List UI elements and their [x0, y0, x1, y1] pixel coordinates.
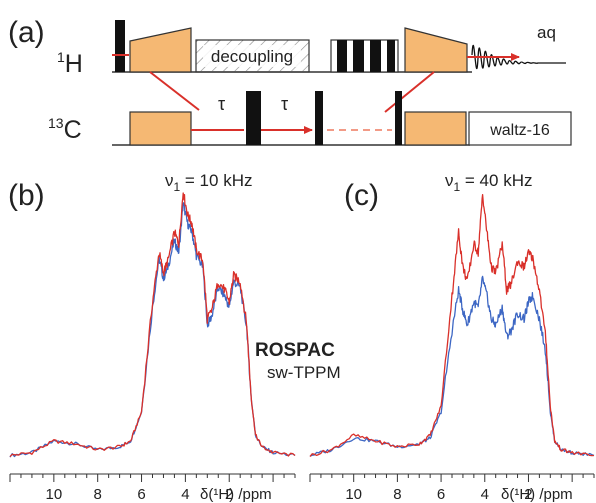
panel-label-a: (a) [8, 16, 45, 49]
x-tick-label: 10 [345, 486, 362, 503]
waltz-block [468, 111, 572, 146]
plot-area-c [309, 193, 595, 457]
channel-label-13c: 13C [48, 115, 82, 144]
tau-label-2: τ [281, 94, 288, 114]
series-sw-tppm-b [9, 202, 296, 458]
x-axis-label-b: δ(¹H) /ppm [200, 486, 272, 503]
x-tick-label: 4 [481, 486, 489, 503]
pulse-1h-90 [115, 20, 125, 72]
fid-signal [471, 44, 566, 70]
plot-area-b [9, 192, 296, 458]
cp-block-13c-2 [404, 111, 467, 146]
legend: ROSPAC sw-TPPM [255, 340, 341, 382]
nu-label-c: ν1 = 40 kHz [445, 171, 532, 194]
nu-label-b: ν1 = 10 kHz [165, 171, 252, 194]
pulse-13c-3 [395, 91, 402, 145]
x-tick-label: 4 [181, 486, 189, 503]
spectrum-panel-b: (b) ν1 = 10 kHz 10 8 6 4 2 δ(¹H) /ppm [8, 171, 296, 503]
pulse-13c-2 [315, 91, 323, 145]
x-ticks-c [309, 474, 595, 482]
x-tick-label: 6 [437, 486, 445, 503]
acquisition-label: aq [537, 23, 556, 42]
pulse-sequence: (a) 1H 13C decoupling aq [8, 16, 572, 146]
pulse-train-1h [330, 39, 399, 73]
spectrum-panel-c: (c) ν1 = 40 kHz 10 8 6 4 2 δ(¹H) /ppm [309, 171, 595, 503]
x-tick-label: 2 [524, 486, 532, 503]
x-tick-labels-b: 10 8 6 4 2 [46, 486, 234, 503]
x-tick-label: 8 [94, 486, 102, 503]
panel-label-b: (b) [8, 179, 45, 212]
decoupling-label: decoupling [211, 47, 293, 66]
x-tick-labels-c: 10 8 6 4 2 [345, 486, 532, 503]
cp-ramp-1h-reverse [404, 27, 468, 73]
waltz-label: waltz-16 [489, 122, 550, 139]
x-axis-label-c: δ(¹H) /ppm [501, 486, 573, 503]
x-tick-label: 6 [137, 486, 145, 503]
tau-label-1: τ [218, 94, 225, 114]
channel-label-1h: 1H [57, 49, 83, 78]
cp-block-13c-1 [129, 111, 192, 146]
pulse-13c-1 [246, 91, 261, 145]
panel-label-c: (c) [344, 179, 379, 212]
cp-ramp-1h [129, 27, 192, 73]
x-tick-label: 8 [393, 486, 401, 503]
series-rospac-b [9, 192, 296, 458]
series-rospac-c [309, 193, 595, 457]
transfer-arrow-1 [149, 71, 200, 111]
x-tick-label: 10 [46, 486, 63, 503]
x-ticks-b [9, 474, 296, 482]
series-sw-tppm-c [309, 275, 595, 457]
legend-rospac: ROSPAC [255, 340, 335, 361]
legend-sw-tppm: sw-TPPM [267, 363, 341, 382]
x-tick-label: 2 [225, 486, 233, 503]
transfer-arrow-2 [384, 71, 435, 113]
